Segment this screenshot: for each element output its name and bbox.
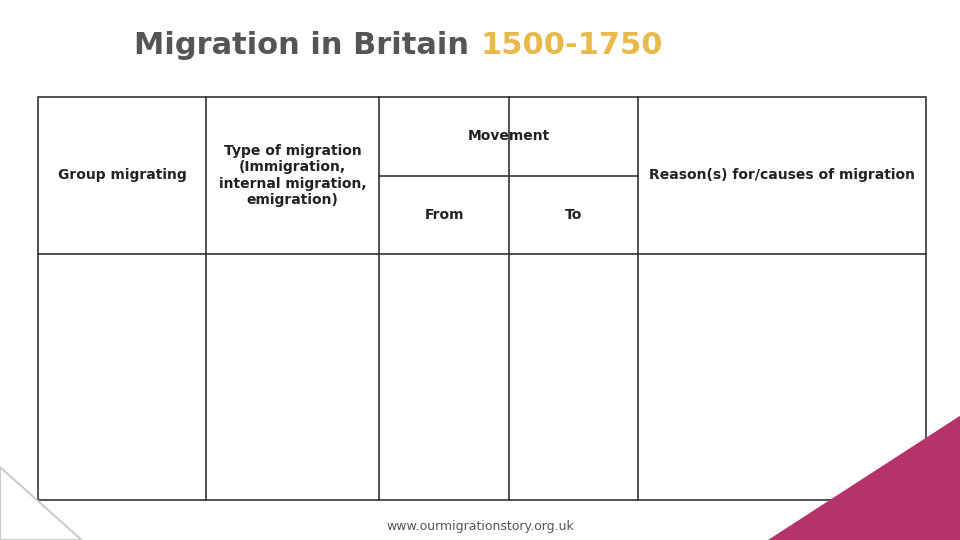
Text: Group migrating: Group migrating [58, 168, 187, 183]
Text: Reason(s) for/causes of migration: Reason(s) for/causes of migration [649, 168, 916, 183]
Text: www.ourmigrationstory.org.uk: www.ourmigrationstory.org.uk [386, 520, 574, 533]
Text: Type of migration
(Immigration,
internal migration,
emigration): Type of migration (Immigration, internal… [219, 144, 367, 207]
Text: 1500-1750: 1500-1750 [480, 31, 662, 60]
Text: Migration in Britain: Migration in Britain [134, 31, 480, 60]
Text: Movement: Movement [468, 130, 550, 143]
Polygon shape [768, 416, 960, 540]
Text: To: To [564, 208, 583, 221]
Text: From: From [424, 208, 464, 221]
Bar [38, 97, 926, 500]
